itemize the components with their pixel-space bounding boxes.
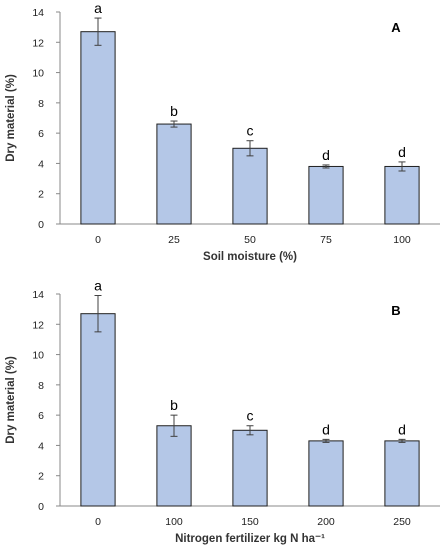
significance-letter: a (94, 0, 102, 16)
x-tick-label: 100 (165, 516, 183, 528)
significance-letter: c (247, 123, 254, 139)
x-tick-label: 25 (168, 234, 180, 246)
significance-letter: d (322, 421, 330, 437)
bar (80, 31, 116, 225)
significance-letter: b (170, 103, 178, 119)
panel-label: B (391, 303, 400, 318)
x-tick-label: 200 (317, 516, 335, 528)
x-tick-label: 75 (320, 234, 332, 246)
bar (308, 165, 344, 225)
y-tick-label: 8 (38, 98, 44, 110)
bar (384, 440, 420, 507)
y-tick-label: 10 (32, 68, 44, 80)
y-tick-label: 4 (38, 158, 44, 170)
x-tick-label: 150 (241, 516, 259, 528)
y-tick-label: 2 (38, 471, 44, 483)
bar (80, 313, 116, 507)
bar (308, 440, 344, 507)
x-axis-title: Nitrogen fertilizer kg N ha⁻¹ (175, 533, 325, 545)
y-axis-title: Dry material (%) (5, 74, 17, 162)
bar (384, 165, 420, 225)
significance-letter: a (94, 278, 102, 294)
x-tick-label: 0 (95, 516, 101, 528)
bar (156, 123, 192, 225)
y-tick-label: 14 (32, 289, 44, 301)
y-tick-label: 8 (38, 380, 44, 392)
y-tick-label: 2 (38, 189, 44, 201)
y-tick-label: 12 (32, 37, 44, 49)
y-axis-title: Dry material (%) (5, 356, 17, 444)
y-tick-label: 10 (32, 350, 44, 362)
y-tick-label: 12 (32, 319, 44, 331)
y-tick-label: 4 (38, 440, 44, 452)
significance-letter: b (170, 397, 178, 413)
bar (156, 425, 192, 507)
significance-letter: c (247, 408, 254, 424)
x-tick-label: 50 (244, 234, 256, 246)
x-axis-title: Soil moisture (%) (203, 251, 297, 263)
chart-panel-a: 0 2 4 6 8 10 12 14 a 0 b 25 c 50 d 75 d 100 Soil moisture … (5, 0, 440, 263)
chart-panel-b: 0 2 4 6 8 10 12 14 a 0 b 100 c 150 d 200 d 250 Nitrogen fe… (5, 278, 440, 545)
y-tick-label: 6 (38, 128, 44, 140)
y-tick-label: 6 (38, 410, 44, 422)
panel-label: A (391, 20, 401, 35)
y-tick-label: 0 (38, 501, 44, 513)
significance-letter: d (322, 147, 330, 163)
y-tick-label: 14 (32, 7, 44, 19)
x-tick-label: 100 (393, 234, 411, 246)
bar (232, 147, 268, 225)
x-tick-label: 250 (393, 516, 411, 528)
bar (232, 429, 268, 507)
significance-letter: d (398, 144, 406, 160)
significance-letter: d (398, 421, 406, 437)
x-tick-label: 0 (95, 234, 101, 246)
y-tick-label: 0 (38, 219, 44, 231)
